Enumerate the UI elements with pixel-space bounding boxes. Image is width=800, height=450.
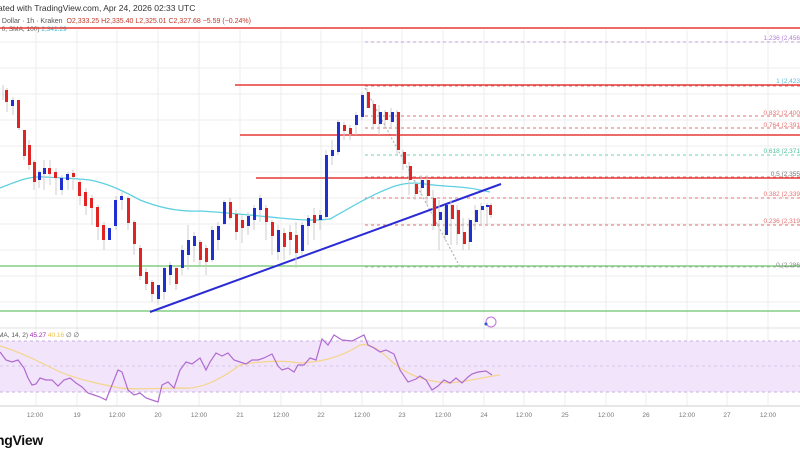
fib-level-label: 0.832 (2,400 xyxy=(763,110,800,117)
x-axis-tick-label: 19 xyxy=(73,412,81,419)
fib-level-label: 1.236 (2,456 xyxy=(763,35,800,42)
trendline[interactable] xyxy=(149,183,502,313)
rsi-extra: ∅ ∅ xyxy=(65,332,80,339)
x-axis-tick-label: 20 xyxy=(154,412,162,419)
fib-level-label: 0.764 (2,391 xyxy=(763,122,800,129)
x-axis-tick-label: 25 xyxy=(561,412,569,419)
rsi-ma-value: 40.16 xyxy=(47,332,65,339)
rsi-legend: MA, 14, 2) 45.27 40.16 ∅ ∅ xyxy=(0,331,79,339)
x-axis-tick-label: 24 xyxy=(480,412,488,419)
fib-level-label: 0.236 (2,319 xyxy=(763,218,800,225)
event-dot-icon xyxy=(484,322,488,326)
x-axis-tick-label: 22 xyxy=(317,412,325,419)
symbol-name: . Dollar · 1h · Kraken xyxy=(0,18,63,25)
sma-value: 2,341.29 xyxy=(41,26,67,33)
x-axis-tick-label: 12:00 xyxy=(272,412,290,419)
x-axis-tick-label: 12:00 xyxy=(434,412,452,419)
x-axis-tick-label: 12:00 xyxy=(678,412,696,419)
sma-legend: , 0, SMA, 100) 2,341.29 xyxy=(0,26,67,33)
symbol-legend: . Dollar · 1h · Kraken O2,333.25 H2,335.… xyxy=(0,18,251,25)
published-caption: ated with TradingView.com, Apr 24, 2026 … xyxy=(0,3,196,13)
sma-label: , 0, SMA, 100) xyxy=(0,26,40,33)
fib-level-label: 1 (2,423 xyxy=(776,78,800,85)
rsi-value: 45.27 xyxy=(29,332,47,339)
x-axis-tick-label: 12:00 xyxy=(353,412,371,419)
rsi-line xyxy=(0,334,493,403)
x-axis-tick-label: 23 xyxy=(398,412,406,419)
fib-level-label: 0.5 (2,355 xyxy=(770,171,800,178)
event-marker-icon[interactable] xyxy=(485,316,497,328)
fib-level-label: 0.382 (2,339 xyxy=(763,191,800,198)
candlesticks xyxy=(2,85,492,305)
x-axis-tick-label: 12:00 xyxy=(597,412,615,419)
x-axis-tick-label: 12:00 xyxy=(515,412,533,419)
x-axis-tick-label: 12:00 xyxy=(759,412,777,419)
fib-level-label: 0.618 (2,371 xyxy=(763,148,800,155)
ohlc-values: O2,333.25 H2,335.40 L2,325.01 C2,327.68 … xyxy=(66,18,251,25)
tradingview-logo: ngView xyxy=(0,432,43,448)
x-axis-tick-label: 12:00 xyxy=(108,412,126,419)
x-axis-tick-label: 27 xyxy=(723,412,731,419)
x-axis-tick-label: 12:00 xyxy=(190,412,208,419)
x-axis-tick-label: 26 xyxy=(642,412,650,419)
rsi-label: MA, 14, 2) xyxy=(0,332,28,339)
x-axis-tick-label: 21 xyxy=(236,412,244,419)
x-axis-tick-label: 12:00 xyxy=(26,412,44,419)
fibonacci-levels xyxy=(365,41,800,268)
fib-level-label: 0 (2,286 xyxy=(776,262,800,269)
